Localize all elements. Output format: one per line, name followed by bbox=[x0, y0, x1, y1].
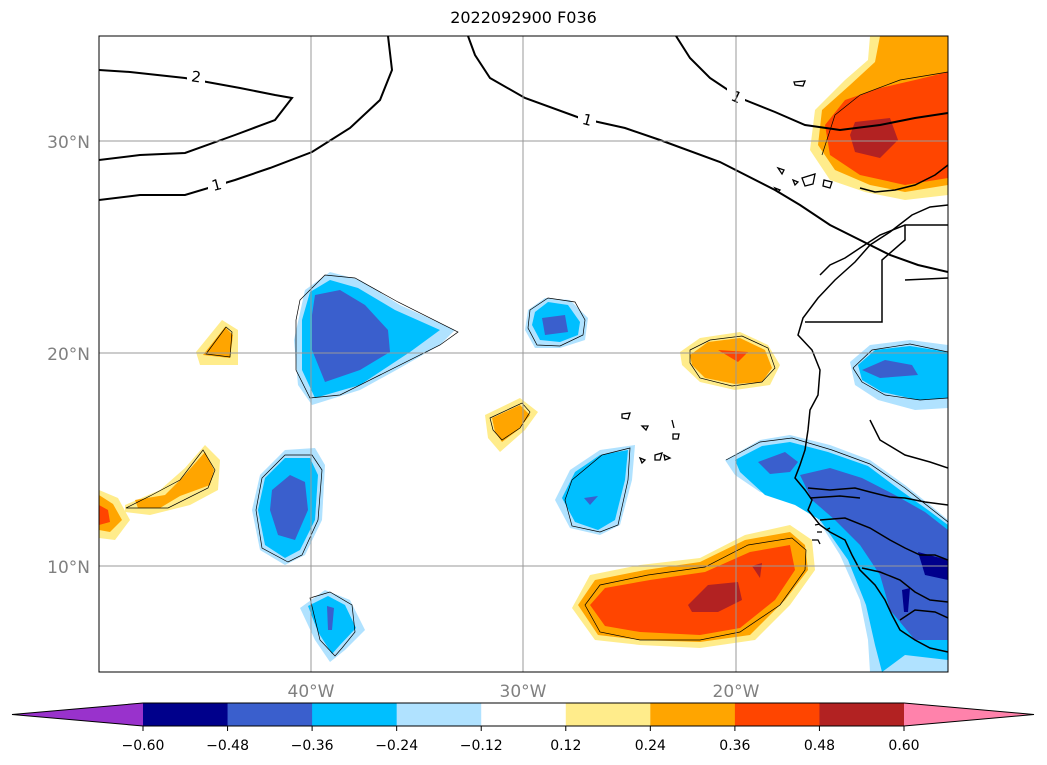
colorbar-segment bbox=[396, 703, 482, 726]
contour-1-east-a bbox=[467, 36, 948, 273]
colorbar-segment bbox=[734, 703, 820, 726]
border-mali bbox=[869, 419, 948, 469]
border-senegal bbox=[807, 487, 948, 506]
canary-island-2 bbox=[791, 178, 800, 187]
border-gambia bbox=[809, 495, 861, 499]
contour-lines bbox=[99, 36, 948, 273]
map-frame bbox=[98, 35, 949, 673]
border-sierra-leone bbox=[861, 567, 948, 603]
colorbar-tick-label: −0.48 bbox=[206, 738, 249, 754]
colorbar-tick-label: 0.48 bbox=[804, 738, 835, 754]
colorbar-segment bbox=[143, 703, 229, 726]
border-liberia bbox=[899, 609, 948, 621]
lon-label-40w: 40°W bbox=[288, 682, 335, 702]
coastlines bbox=[794, 164, 948, 653]
border-guinea bbox=[819, 517, 948, 561]
gridlines bbox=[99, 36, 948, 672]
contour-label-1-west: 1 bbox=[210, 175, 224, 195]
cape-verde-island-1 bbox=[621, 412, 631, 420]
colorbar-segment bbox=[565, 703, 651, 726]
border-mauritania bbox=[904, 277, 948, 281]
colorbar-segment bbox=[312, 703, 398, 726]
coast-africa bbox=[794, 204, 948, 653]
cape-verde-island-3 bbox=[671, 419, 675, 429]
colorbar-segment bbox=[819, 703, 905, 726]
map-plot-area: 2 1 1 1 bbox=[99, 36, 948, 672]
colorbar-extend-high bbox=[904, 703, 1034, 726]
canary-island-1 bbox=[776, 166, 785, 176]
coast-iberia bbox=[859, 164, 948, 193]
map-title: 2022092900 F036 bbox=[450, 8, 597, 27]
islands bbox=[621, 80, 833, 545]
colorbar-tick-label: −0.36 bbox=[291, 738, 334, 754]
colorbar-tick-label: 0.36 bbox=[719, 738, 750, 754]
contour-1-east-b bbox=[675, 36, 948, 132]
canary-island-3 bbox=[801, 173, 816, 187]
colorbar: −0.60 −0.48 −0.36 −0.24 −0.12 0.12 0.24 0.36 0.4… bbox=[11, 702, 1035, 754]
colorbar-tick-label: 0.12 bbox=[550, 738, 581, 754]
colorbar-tick-label: −0.24 bbox=[375, 738, 418, 754]
contour-label-1-east-a: 1 bbox=[580, 110, 594, 130]
cape-verde-island-6 bbox=[654, 452, 663, 461]
cape-verde-island-2 bbox=[640, 425, 650, 432]
lat-label-30n: 30°N bbox=[47, 133, 90, 153]
colorbar-extend-low bbox=[12, 703, 143, 726]
lat-label-10n: 10°N bbox=[47, 558, 90, 578]
lon-label-20w: 20°W bbox=[713, 682, 760, 702]
island-madeira bbox=[793, 80, 806, 87]
border-western-sahara bbox=[805, 225, 906, 323]
colorbar-segment bbox=[650, 703, 736, 726]
cape-verde-island-4 bbox=[672, 433, 680, 440]
colorbar-segment bbox=[227, 703, 313, 726]
shading-outlines bbox=[125, 71, 948, 657]
canary-island-4 bbox=[822, 179, 833, 189]
contour-label-2: 2 bbox=[190, 67, 202, 86]
colorbar-segment bbox=[481, 703, 567, 726]
colorbar-tick-label: −0.60 bbox=[122, 738, 165, 754]
colorbar-tick-label: −0.12 bbox=[460, 738, 503, 754]
contour-2 bbox=[99, 69, 294, 161]
lon-label-30w: 30°W bbox=[500, 682, 547, 702]
anomaly-shading bbox=[99, 36, 948, 672]
colorbar-tick-label: 0.24 bbox=[635, 738, 666, 754]
colorbar-tick-label: 0.60 bbox=[888, 738, 919, 754]
contour-1-west bbox=[99, 36, 394, 201]
lat-label-20n: 20°N bbox=[47, 345, 90, 365]
cape-verde-island-5 bbox=[638, 456, 647, 465]
bissagos-islands bbox=[812, 523, 831, 545]
cape-verde-island-7 bbox=[663, 453, 672, 461]
